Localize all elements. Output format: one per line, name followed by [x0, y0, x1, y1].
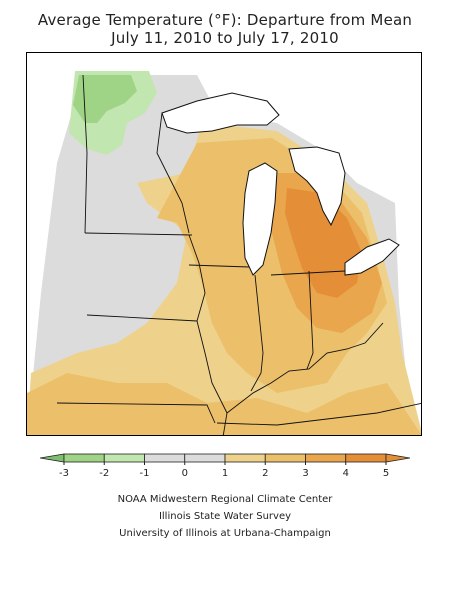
legend-bin — [103, 453, 145, 463]
boundary-ia-mo — [86, 314, 198, 322]
legend-tick-label: -1 — [140, 468, 150, 479]
boundary-ohio-river — [226, 322, 384, 414]
credit-line-noaa: NOAA Midwestern Regional Climate Center — [117, 494, 333, 505]
legend-bin — [345, 453, 387, 463]
map-frame — [26, 52, 422, 436]
legend-tick-label: 4 — [343, 468, 349, 479]
legend-bin — [184, 453, 226, 463]
legend-tick-label: 3 — [302, 468, 308, 479]
legend-tick-label: 1 — [222, 468, 228, 479]
boundary-ky-tn — [216, 402, 421, 426]
boundary-ia-il — [188, 234, 206, 322]
lake-huron — [288, 146, 346, 227]
anomaly-4to5-zone — [285, 188, 362, 298]
boundary-mississippi — [196, 320, 228, 435]
boundary-mo-ar — [56, 402, 216, 424]
boundary-il-in — [250, 274, 264, 392]
temperature-departure-map — [27, 71, 421, 435]
anomaly-cool-zone — [73, 75, 137, 123]
boundary-wi-il — [188, 264, 250, 268]
legend-tick-label: 5 — [383, 468, 389, 479]
lake-erie — [344, 238, 400, 276]
legend-tick-label: 0 — [182, 468, 188, 479]
lake-superior — [161, 92, 280, 134]
legend-bin-low-tip — [40, 453, 65, 463]
legend-bin — [305, 453, 347, 463]
color-scale-legend: -3 -2 -1 0 1 2 3 4 5 — [40, 453, 410, 479]
credit-line-isws: Illinois State Water Survey — [158, 511, 292, 522]
boundary-mn-ia — [84, 232, 193, 236]
legend-bin — [63, 453, 105, 463]
map-title-line-2: July 11, 2010 to July 17, 2010 — [111, 29, 339, 47]
state-boundaries — [56, 74, 421, 435]
legend-bin-high-tip — [385, 453, 410, 463]
credit-line-uiuc: University of Illinois at Urbana-Champai… — [119, 528, 331, 539]
boundary-mn-wi — [156, 112, 190, 234]
legend-tick-label: 2 — [262, 468, 268, 479]
legend-tick-label: -2 — [99, 468, 109, 479]
boundary-mi-in-oh — [270, 270, 346, 276]
boundary-mn-dakotas — [82, 74, 88, 234]
map-title-line-1: Average Temperature (°F): Departure from… — [37, 11, 413, 29]
lake-michigan — [242, 162, 278, 276]
boundary-in-oh — [306, 270, 314, 370]
legend-tick-label: -3 — [59, 468, 69, 479]
legend-bin — [264, 453, 306, 463]
legend-bin — [144, 453, 186, 463]
legend-bin — [224, 453, 266, 463]
